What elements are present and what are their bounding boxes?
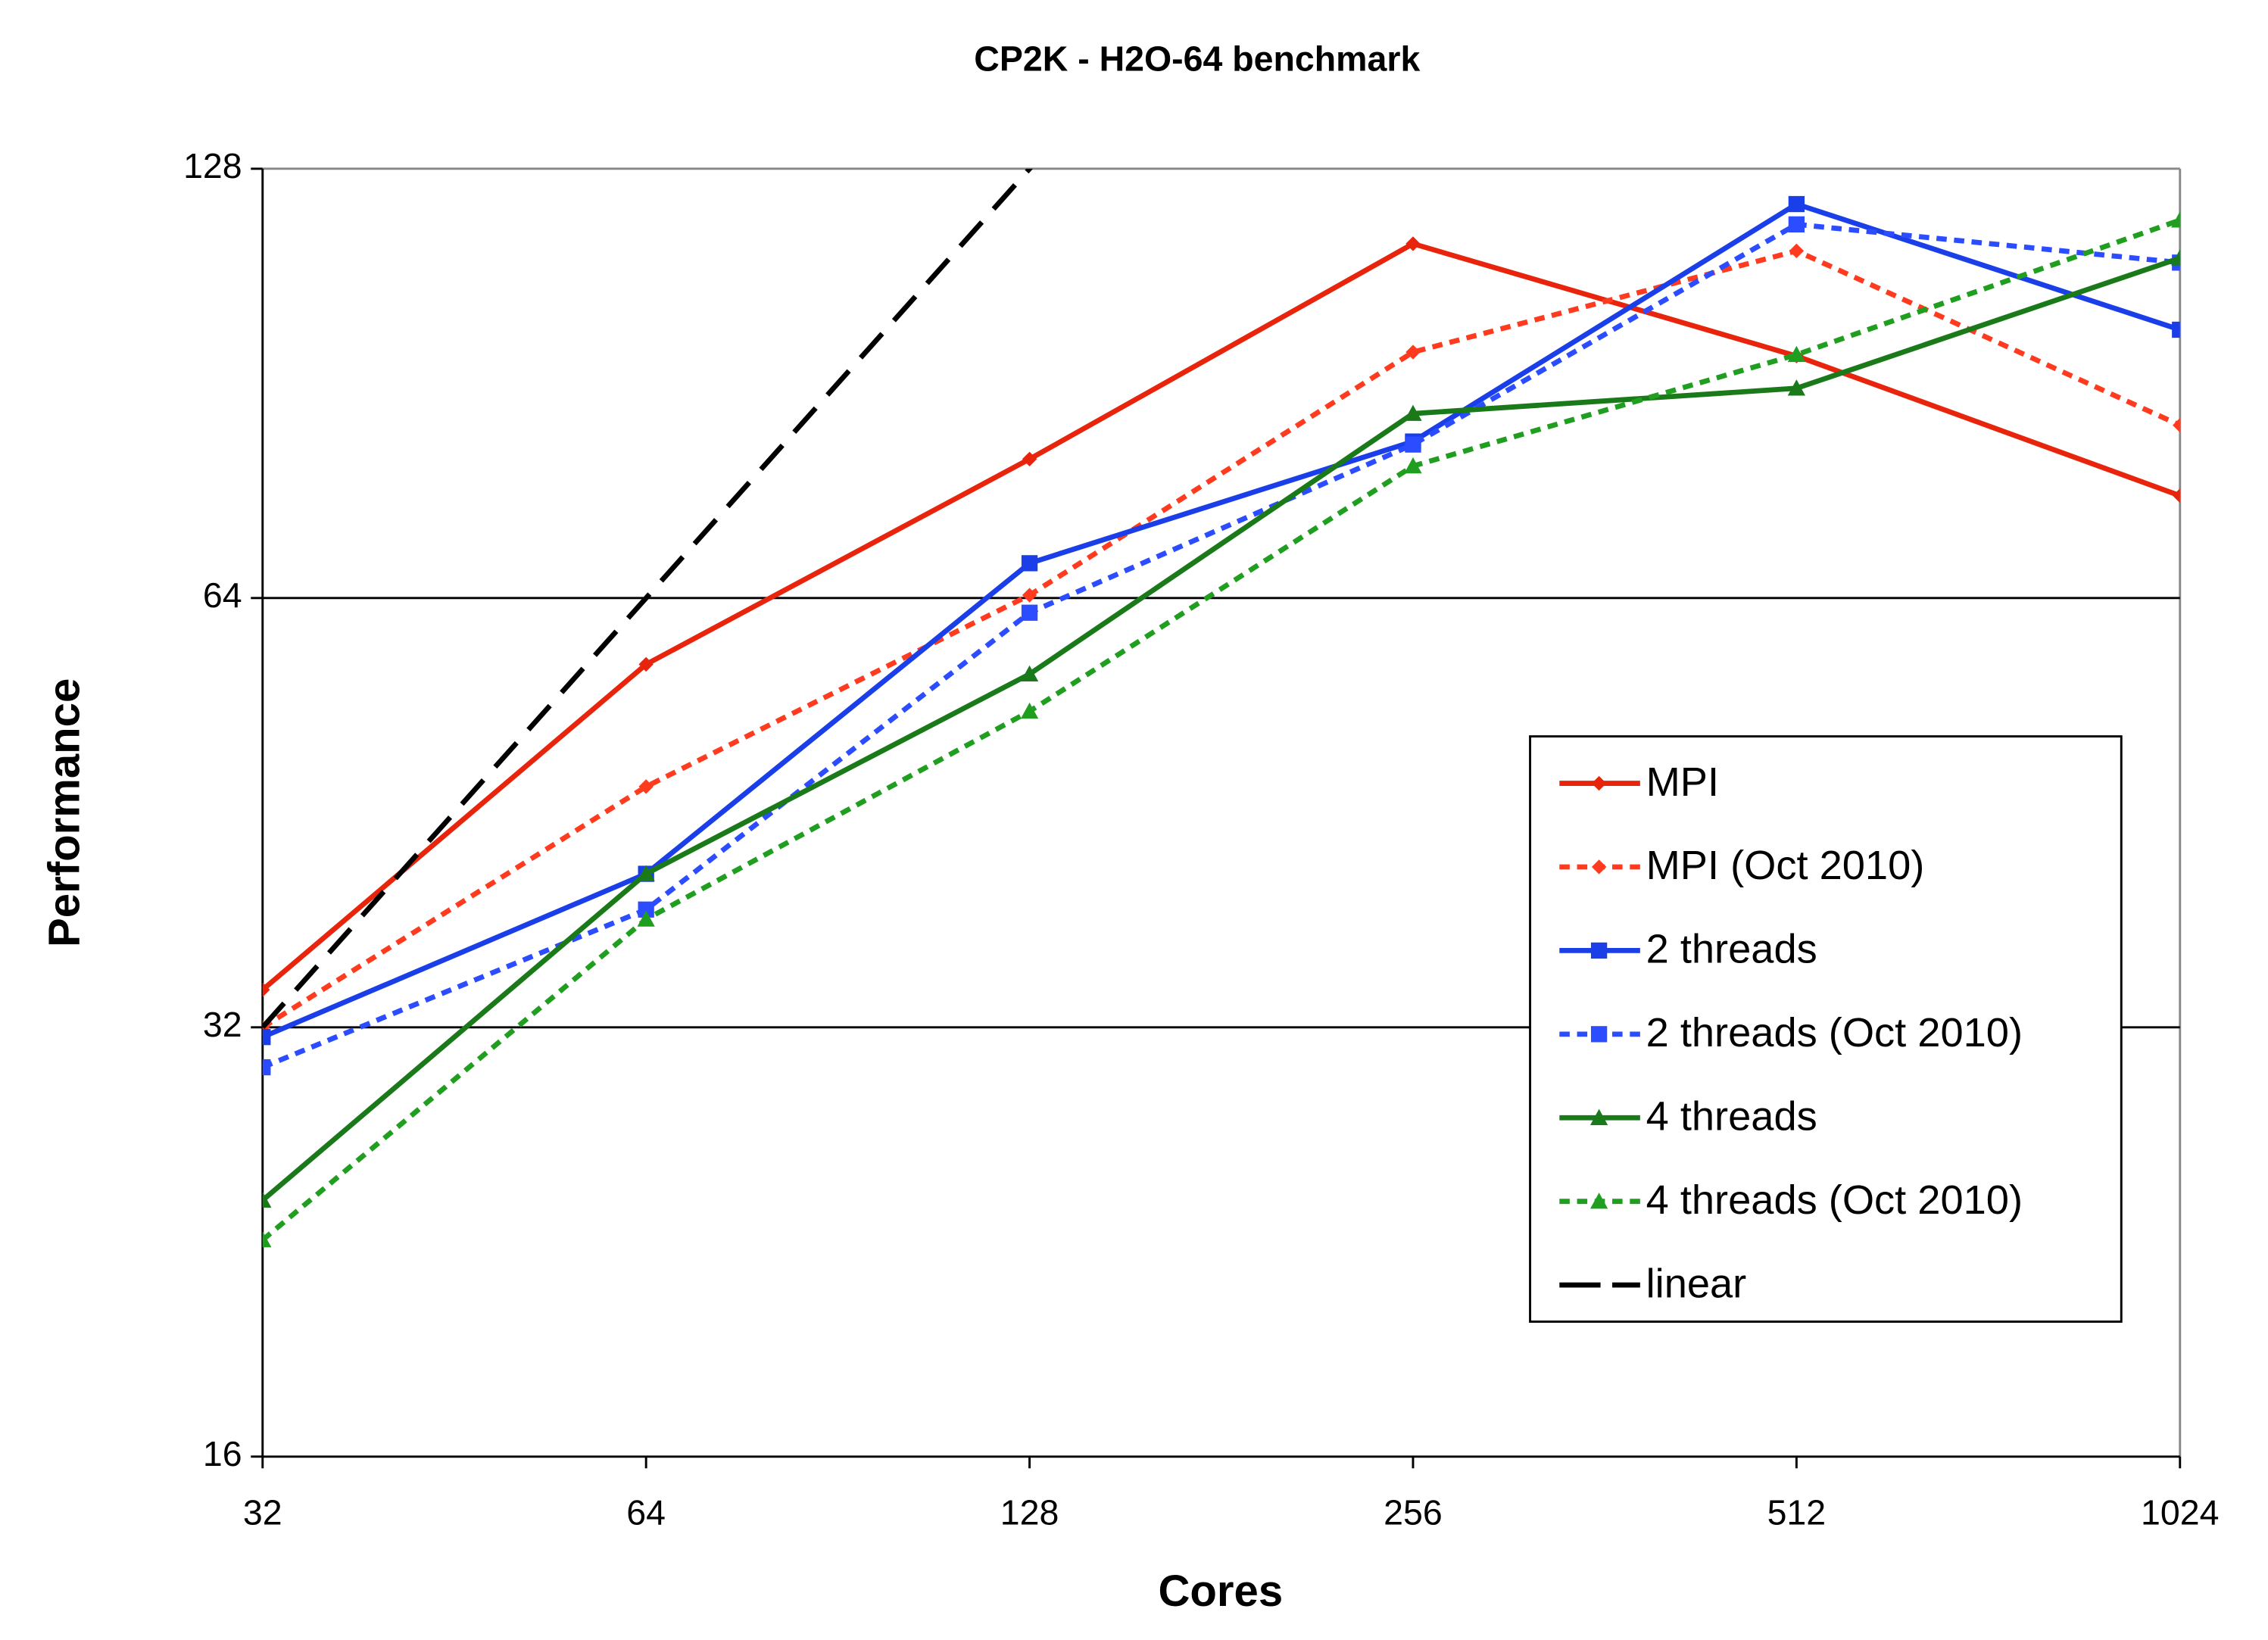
marker <box>1022 588 1037 603</box>
series-line <box>262 241 2180 992</box>
marker <box>1021 555 1038 572</box>
y-tick-label: 64 <box>203 575 242 615</box>
x-tick-label: 128 <box>1000 1493 1059 1532</box>
x-tick-label: 256 <box>1384 1493 1443 1532</box>
marker <box>2172 321 2180 338</box>
series-line <box>262 255 2180 1202</box>
y-axis-label: Performance <box>39 678 89 947</box>
marker <box>638 901 654 918</box>
marker <box>638 656 654 672</box>
marker <box>1020 702 1039 719</box>
legend-box <box>1529 735 2123 1323</box>
marker <box>262 1059 271 1076</box>
marker <box>1405 345 1421 360</box>
marker <box>1589 1193 1608 1209</box>
marker <box>1591 859 1607 875</box>
marker <box>1787 379 1805 396</box>
marker <box>1590 942 1608 959</box>
marker <box>637 865 655 881</box>
marker <box>1788 216 1805 233</box>
x-tick-label: 32 <box>243 1493 282 1532</box>
series-line <box>262 217 2180 1242</box>
y-tick-label: 16 <box>203 1434 242 1473</box>
marker <box>1405 236 1421 251</box>
legend-label: linear <box>1646 1261 1747 1306</box>
marker <box>262 982 270 997</box>
x-tick-label: 512 <box>1767 1493 1827 1532</box>
marker <box>262 1029 271 1046</box>
marker <box>637 910 655 927</box>
legend-label: 4 threads (Oct 2010) <box>1646 1177 2023 1223</box>
marker <box>638 779 654 794</box>
marker <box>2171 249 2180 266</box>
x-axis-label: Cores <box>1158 1567 1283 1616</box>
marker <box>1021 604 1038 621</box>
chart-title: CP2K - H2O-64 benchmark <box>974 39 1420 79</box>
marker <box>1787 345 1805 363</box>
marker <box>262 1231 272 1248</box>
marker <box>1591 775 1607 791</box>
marker <box>262 1191 272 1208</box>
marker <box>2171 211 2180 228</box>
legend-label: 2 threads (Oct 2010) <box>1646 1010 2023 1055</box>
legend: MPI MPI (Oct 2010) 2 threads 2 threads (Oct… <box>1529 735 2123 1323</box>
marker <box>1589 1108 1608 1125</box>
legend-label: MPI <box>1646 759 1719 805</box>
y-tick-label: 128 <box>183 146 242 186</box>
marker <box>1020 665 1039 682</box>
x-tick-label: 64 <box>626 1493 666 1532</box>
plot-area <box>262 168 2180 1248</box>
marker <box>1788 195 1805 213</box>
series-line <box>262 168 1034 1030</box>
y-tick-label: 32 <box>203 1005 242 1044</box>
marker <box>1404 457 1422 474</box>
series-line <box>262 201 2180 1040</box>
marker <box>1590 1026 1608 1043</box>
marker <box>1404 404 1422 421</box>
marker <box>1789 243 1805 259</box>
marker <box>2173 488 2180 504</box>
marker <box>1022 451 1037 466</box>
x-tick-label: 1024 <box>2141 1493 2219 1532</box>
marker <box>2173 417 2180 433</box>
marker <box>1405 436 1421 453</box>
legend-label: 2 threads <box>1646 927 1817 972</box>
legend-label: MPI (Oct 2010) <box>1646 843 1925 888</box>
series-line <box>262 248 2180 1030</box>
legend-label: 4 threads <box>1646 1094 1817 1140</box>
